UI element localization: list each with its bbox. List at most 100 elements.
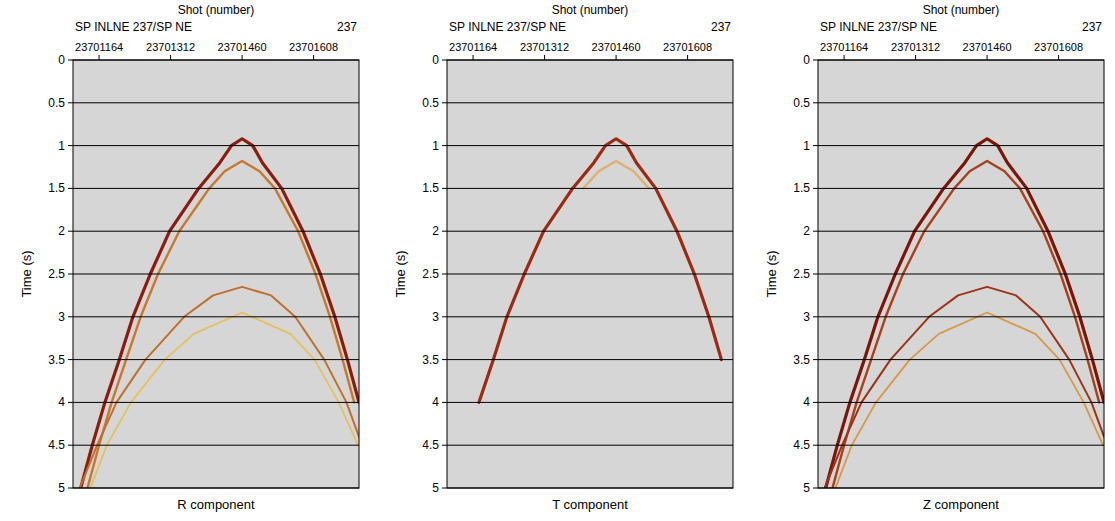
plot-frame bbox=[447, 60, 733, 488]
grid-line bbox=[73, 316, 359, 317]
y-tick-label: 3.5 bbox=[422, 353, 439, 367]
grid-line bbox=[73, 188, 359, 189]
event-curve bbox=[835, 313, 1103, 488]
grid-line bbox=[73, 145, 359, 146]
axis-caption: SP INLNE 237/SP NE bbox=[820, 20, 937, 34]
y-tick bbox=[813, 102, 818, 103]
plot-area bbox=[818, 60, 1104, 488]
axis-caption: SP INLNE 237/SP NE bbox=[449, 20, 566, 34]
x-tick bbox=[987, 55, 988, 60]
x-tick-label: 23701608 bbox=[1034, 41, 1083, 53]
plot-area bbox=[447, 60, 733, 488]
x-tick-label: 23701312 bbox=[520, 41, 569, 53]
y-tick-label: 4.5 bbox=[422, 438, 439, 452]
grid-line bbox=[447, 188, 733, 189]
grid-line bbox=[818, 231, 1104, 232]
y-tick-label: 4 bbox=[803, 395, 810, 409]
grid-line bbox=[73, 274, 359, 275]
grid-line bbox=[73, 359, 359, 360]
grid-line bbox=[447, 274, 733, 275]
y-tick-label: 2.5 bbox=[793, 267, 810, 281]
axis-end-label: 237 bbox=[711, 20, 731, 34]
y-tick bbox=[813, 231, 818, 232]
y-tick-label: 0 bbox=[803, 53, 810, 67]
y-tick bbox=[442, 145, 447, 146]
y-tick-label: 2.5 bbox=[422, 267, 439, 281]
axis-caption: SP INLNE 237/SP NE bbox=[75, 20, 192, 34]
x-axis-title: Shot (number) bbox=[178, 3, 255, 17]
y-tick-label: 1 bbox=[803, 139, 810, 153]
y-tick-label: 2.5 bbox=[48, 267, 65, 281]
y-tick-label: 1.5 bbox=[793, 181, 810, 195]
y-tick-label: 4.5 bbox=[793, 438, 810, 452]
y-tick-label: 1.5 bbox=[422, 181, 439, 195]
x-tick bbox=[1058, 55, 1059, 60]
y-tick bbox=[442, 488, 447, 489]
y-tick bbox=[813, 274, 818, 275]
x-tick bbox=[313, 55, 314, 60]
y-tick bbox=[813, 60, 818, 61]
plot-frame bbox=[818, 60, 1104, 488]
x-tick-label: 23701312 bbox=[891, 41, 940, 53]
event-curve bbox=[832, 161, 1099, 488]
y-tick bbox=[68, 231, 73, 232]
axis-end-label: 237 bbox=[337, 20, 357, 34]
x-tick-label: 23701460 bbox=[218, 41, 267, 53]
y-tick-label: 4 bbox=[58, 395, 65, 409]
y-tick bbox=[813, 488, 818, 489]
y-tick bbox=[442, 231, 447, 232]
event-curve bbox=[583, 161, 649, 188]
y-tick-label: 2 bbox=[803, 224, 810, 238]
x-tick-label: 23701312 bbox=[146, 41, 195, 53]
event-curve bbox=[81, 139, 359, 488]
y-tick bbox=[813, 359, 818, 360]
y-tick bbox=[813, 445, 818, 446]
y-tick bbox=[442, 359, 447, 360]
y-tick bbox=[442, 188, 447, 189]
event-curve bbox=[90, 313, 358, 488]
x-tick bbox=[844, 55, 845, 60]
plot-frame bbox=[73, 60, 359, 488]
event-curve bbox=[87, 161, 354, 488]
grid-line bbox=[73, 231, 359, 232]
grid-line bbox=[447, 402, 733, 403]
y-tick bbox=[813, 145, 818, 146]
grid-line bbox=[447, 102, 733, 103]
x-tick-label: 23701608 bbox=[289, 41, 338, 53]
grid-line bbox=[447, 445, 733, 446]
y-tick-label: 0 bbox=[432, 53, 439, 67]
y-tick-label: 5 bbox=[803, 481, 810, 495]
y-axis-title: Time (s) bbox=[393, 250, 408, 297]
panel-title: T component bbox=[552, 497, 628, 512]
figure: 00.511.522.533.544.552370116423701312237… bbox=[0, 0, 1115, 521]
x-tick-label: 23701460 bbox=[963, 41, 1012, 53]
grid-line bbox=[447, 316, 733, 317]
y-tick-label: 4 bbox=[432, 395, 439, 409]
panel: 00.511.522.533.544.552370116423701312237… bbox=[19, 3, 359, 512]
y-tick bbox=[68, 488, 73, 489]
y-tick-label: 5 bbox=[432, 481, 439, 495]
y-tick-label: 0.5 bbox=[793, 96, 810, 110]
y-tick bbox=[813, 188, 818, 189]
y-tick bbox=[442, 60, 447, 61]
grid-line bbox=[818, 359, 1104, 360]
event-curve bbox=[479, 139, 722, 403]
data-group bbox=[80, 139, 359, 488]
panel: 00.511.522.533.544.552370116423701312237… bbox=[393, 3, 733, 512]
x-tick-label: 23701460 bbox=[592, 41, 641, 53]
y-tick bbox=[68, 445, 73, 446]
y-tick-label: 0 bbox=[58, 53, 65, 67]
y-tick bbox=[442, 102, 447, 103]
y-tick bbox=[68, 316, 73, 317]
grid-line bbox=[818, 316, 1104, 317]
grid-line bbox=[73, 102, 359, 103]
y-tick-label: 4.5 bbox=[48, 438, 65, 452]
grid-line bbox=[73, 445, 359, 446]
x-tick bbox=[473, 55, 474, 60]
event-curve bbox=[826, 139, 1104, 488]
grid-line bbox=[818, 102, 1104, 103]
y-tick bbox=[68, 102, 73, 103]
y-tick bbox=[813, 316, 818, 317]
y-tick bbox=[442, 316, 447, 317]
grid-line bbox=[818, 274, 1104, 275]
